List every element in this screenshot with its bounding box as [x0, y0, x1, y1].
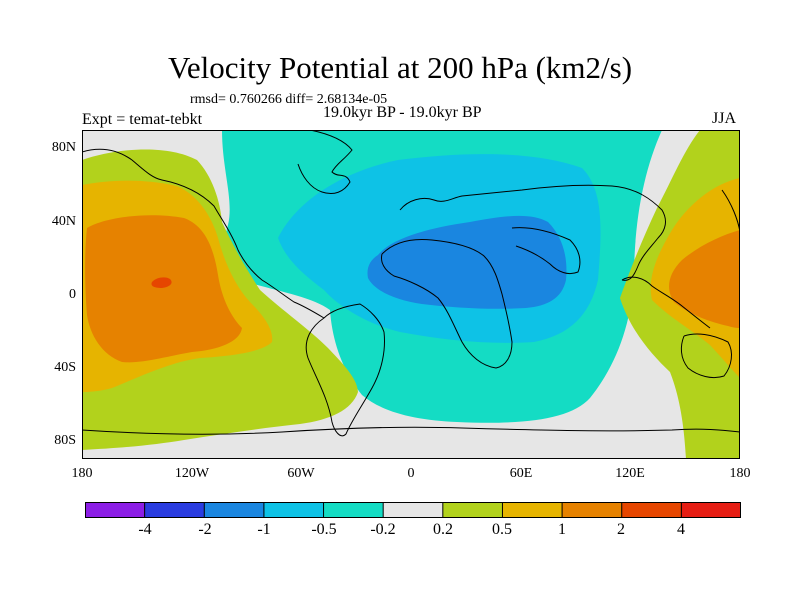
colorbar-label: 1	[558, 521, 566, 538]
experiment-label: Expt = temat-tebkt	[82, 111, 203, 128]
colorbar-swatch	[562, 502, 623, 518]
colorbar-swatch	[323, 502, 384, 518]
lon-label-180e: 180	[729, 466, 751, 481]
lon-label-180w: 180	[71, 466, 93, 481]
colorbar-swatch	[442, 502, 503, 518]
map-frame	[82, 130, 740, 459]
colorbar-swatch	[621, 502, 682, 518]
season-label: JJA	[712, 110, 737, 127]
colorbar-label: -4	[138, 521, 152, 538]
lon-label-120w: 120W	[174, 466, 210, 481]
colorbar-label: 0.2	[433, 521, 453, 538]
lat-label-equator: 0	[69, 287, 76, 302]
field-positive-strong-east	[669, 230, 740, 328]
colorbar-swatch	[681, 502, 741, 518]
colorbar-swatch	[204, 502, 265, 518]
field-positive-strong-west	[85, 215, 243, 363]
colorbar-swatch	[144, 502, 205, 518]
colorbar	[85, 502, 741, 518]
lat-label-80s: 80S	[54, 433, 76, 448]
coastlines	[82, 130, 740, 437]
colorbar-label: 4	[677, 521, 685, 538]
colorbar-label: -1	[257, 521, 271, 538]
lon-label-60w: 60W	[287, 466, 315, 481]
lat-label-80n: 80N	[51, 140, 76, 155]
colorbar-label: -0.2	[370, 521, 396, 538]
colorbar-label: -2	[198, 521, 212, 538]
lat-label-40s: 40S	[54, 360, 76, 375]
colorbar-swatch	[383, 502, 444, 518]
colorbar-swatch	[263, 502, 325, 518]
colorbar-label: -0.5	[311, 521, 337, 538]
colorbar-label: 2	[617, 521, 625, 538]
plot-title: Velocity Potential at 200 hPa (km2/s)	[167, 50, 633, 85]
field-positive-peak-pacific	[151, 277, 172, 288]
colorbar-label: 0.5	[492, 521, 512, 538]
lon-label-120e: 120E	[615, 466, 645, 481]
colorbar-swatch	[502, 502, 563, 518]
lon-label-0: 0	[407, 466, 415, 481]
lon-label-60e: 60E	[509, 466, 533, 481]
colorbar-swatch	[85, 502, 146, 518]
period-label: 19.0kyr BP - 19.0kyr BP	[323, 104, 482, 121]
velocity-potential-map	[82, 130, 740, 459]
rmsd-diff-stats: rmsd= 0.760266 diff= 2.68134e-05	[190, 92, 388, 107]
lat-label-40n: 40N	[51, 214, 76, 229]
